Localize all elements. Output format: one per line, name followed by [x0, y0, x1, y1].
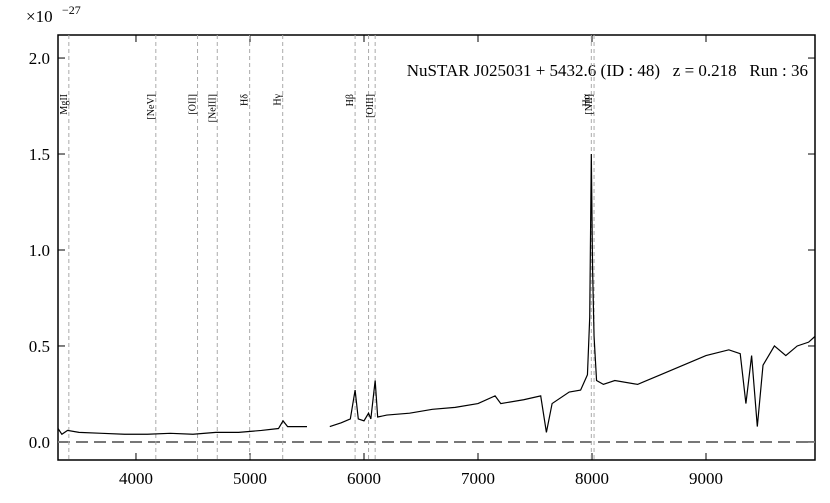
emission-label: Hδ: [240, 94, 251, 106]
x-tick-label: 8000: [575, 469, 609, 488]
emission-label: Hα: [581, 93, 592, 106]
y-multiplier: ×10: [26, 7, 53, 26]
x-tick-label: 6000: [347, 469, 381, 488]
x-tick-label: 7000: [461, 469, 495, 488]
emission-label: Hγ: [273, 93, 284, 105]
plot-frame: [57, 34, 816, 461]
x-tick-label: 4000: [119, 469, 153, 488]
y-tick-label: 2.0: [29, 49, 50, 68]
y-tick-label: 1.0: [29, 241, 50, 260]
emission-label: [NII]: [584, 94, 595, 115]
chart-title: NuSTAR J025031 + 5432.6 (ID : 48) z = 0.…: [407, 61, 808, 80]
y-tick-label: 1.5: [29, 145, 50, 164]
emission-label: [NeIII]: [207, 94, 218, 122]
x-tick-label: 5000: [233, 469, 267, 488]
emission-label: [NeV]: [146, 94, 157, 120]
emission-label: Hβ: [345, 94, 356, 106]
emission-label: MgII: [59, 94, 70, 115]
emission-label: [OII]: [188, 94, 199, 115]
y-tick-label: 0.0: [29, 433, 50, 452]
emission-label: [OIII]: [365, 94, 376, 118]
y-multiplier-exponent: −27: [62, 3, 81, 17]
x-tick-label: 9000: [689, 469, 723, 488]
spectrum: [57, 154, 816, 436]
y-tick-label: 0.5: [29, 337, 50, 356]
